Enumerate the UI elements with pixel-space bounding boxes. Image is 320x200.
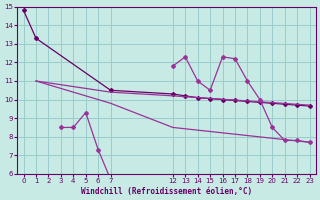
X-axis label: Windchill (Refroidissement éolien,°C): Windchill (Refroidissement éolien,°C)	[81, 187, 252, 196]
